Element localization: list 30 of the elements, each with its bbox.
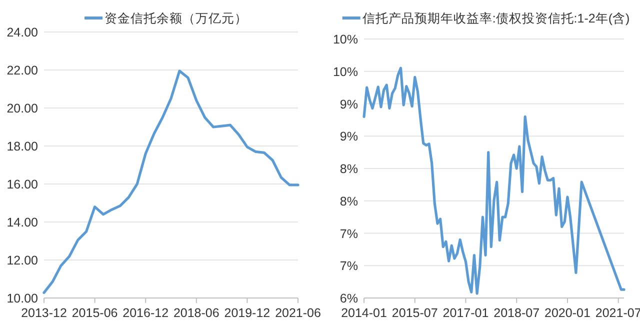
y-tick-label: 9% xyxy=(340,130,358,144)
y-tick-label: 12.00 xyxy=(6,254,38,268)
x-tick-label: 2015-07 xyxy=(392,306,438,320)
x-tick-label: 2014-01 xyxy=(341,306,387,320)
y-tick-label: 7% xyxy=(340,259,358,274)
y-tick-label: 22.00 xyxy=(6,64,38,78)
y-tick-label: 16.00 xyxy=(6,178,38,192)
x-tick-label: 2019-12 xyxy=(224,306,270,320)
y-tick-label: 10% xyxy=(332,64,358,79)
x-tick-label: 2015-06 xyxy=(72,306,118,320)
y-tick-label: 10% xyxy=(332,32,358,46)
y-tick-label: 9% xyxy=(340,97,358,112)
x-tick-label: 2016-12 xyxy=(122,306,169,320)
legend-label: 资金信托余额（万亿元） xyxy=(104,12,248,26)
legend-label: 信托产品预期年收益率:债权投资信托:1-2年(含) xyxy=(362,10,630,26)
y-tick-label: 6% xyxy=(340,292,358,306)
x-tick-label: 2018-06 xyxy=(173,306,220,320)
y-tick-label: 10.00 xyxy=(6,292,38,306)
x-tick-label: 2021-06 xyxy=(275,306,321,320)
y-tick-label: 24.00 xyxy=(6,26,38,40)
x-tick-label: 2013-12 xyxy=(21,306,67,320)
y-tick-label: 8% xyxy=(340,194,358,208)
x-tick-label: 2020-01 xyxy=(544,306,590,320)
y-tick-label: 14.00 xyxy=(6,216,38,230)
x-tick-label: 2018-07 xyxy=(494,306,540,320)
y-tick-label: 8% xyxy=(340,162,358,176)
y-tick-label: 18.00 xyxy=(6,140,38,154)
y-tick-label: 7% xyxy=(340,226,358,241)
x-tick-label: 2017-01 xyxy=(442,306,489,320)
y-tick-label: 20.00 xyxy=(6,102,38,116)
